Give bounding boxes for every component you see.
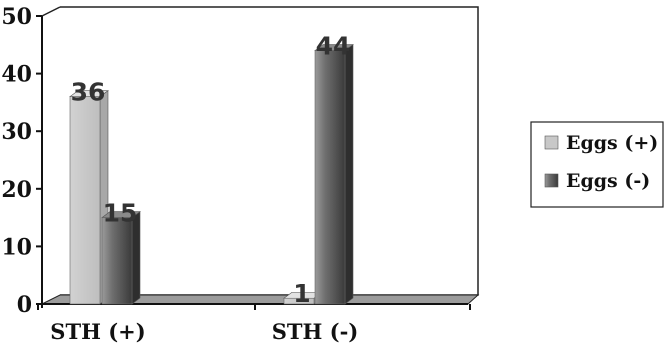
plot-side-edge xyxy=(41,6,61,17)
bars xyxy=(69,43,354,305)
legend-label: Eggs (+) xyxy=(566,132,658,154)
bar-front-face xyxy=(283,297,315,305)
bar xyxy=(101,211,141,305)
legend-swatch xyxy=(544,173,559,188)
legend-swatch xyxy=(544,135,559,150)
bar-front-face xyxy=(314,50,346,305)
y-tick-label: 0 xyxy=(17,292,32,318)
labels: STH (+) STH (-) 36 1 15 44 xyxy=(50,32,358,344)
legend-item: Eggs (-) xyxy=(544,170,650,192)
bar xyxy=(314,43,354,305)
y-tick-label: 20 xyxy=(1,177,32,203)
legend-item: Eggs (+) xyxy=(544,132,658,154)
data-label: 1 xyxy=(293,279,310,308)
y-tick-label: 10 xyxy=(1,234,32,260)
bar-front-face xyxy=(101,217,133,305)
axes: 0 10 20 30 40 50 xyxy=(1,4,480,318)
data-label: 44 xyxy=(316,32,351,61)
x-category-label: STH (-) xyxy=(272,319,359,344)
legend-label: Eggs (-) xyxy=(566,170,650,192)
data-label: 15 xyxy=(103,199,138,228)
bar-side-face xyxy=(344,43,354,305)
x-category-label: STH (+) xyxy=(50,319,145,344)
data-label: 36 xyxy=(71,78,106,107)
bar-front-face xyxy=(69,96,101,305)
y-tick-label: 30 xyxy=(1,119,32,145)
legend: Eggs (+) Eggs (-) xyxy=(530,121,664,208)
y-tick-label: 50 xyxy=(1,4,32,30)
y-tick-label: 40 xyxy=(1,62,32,88)
